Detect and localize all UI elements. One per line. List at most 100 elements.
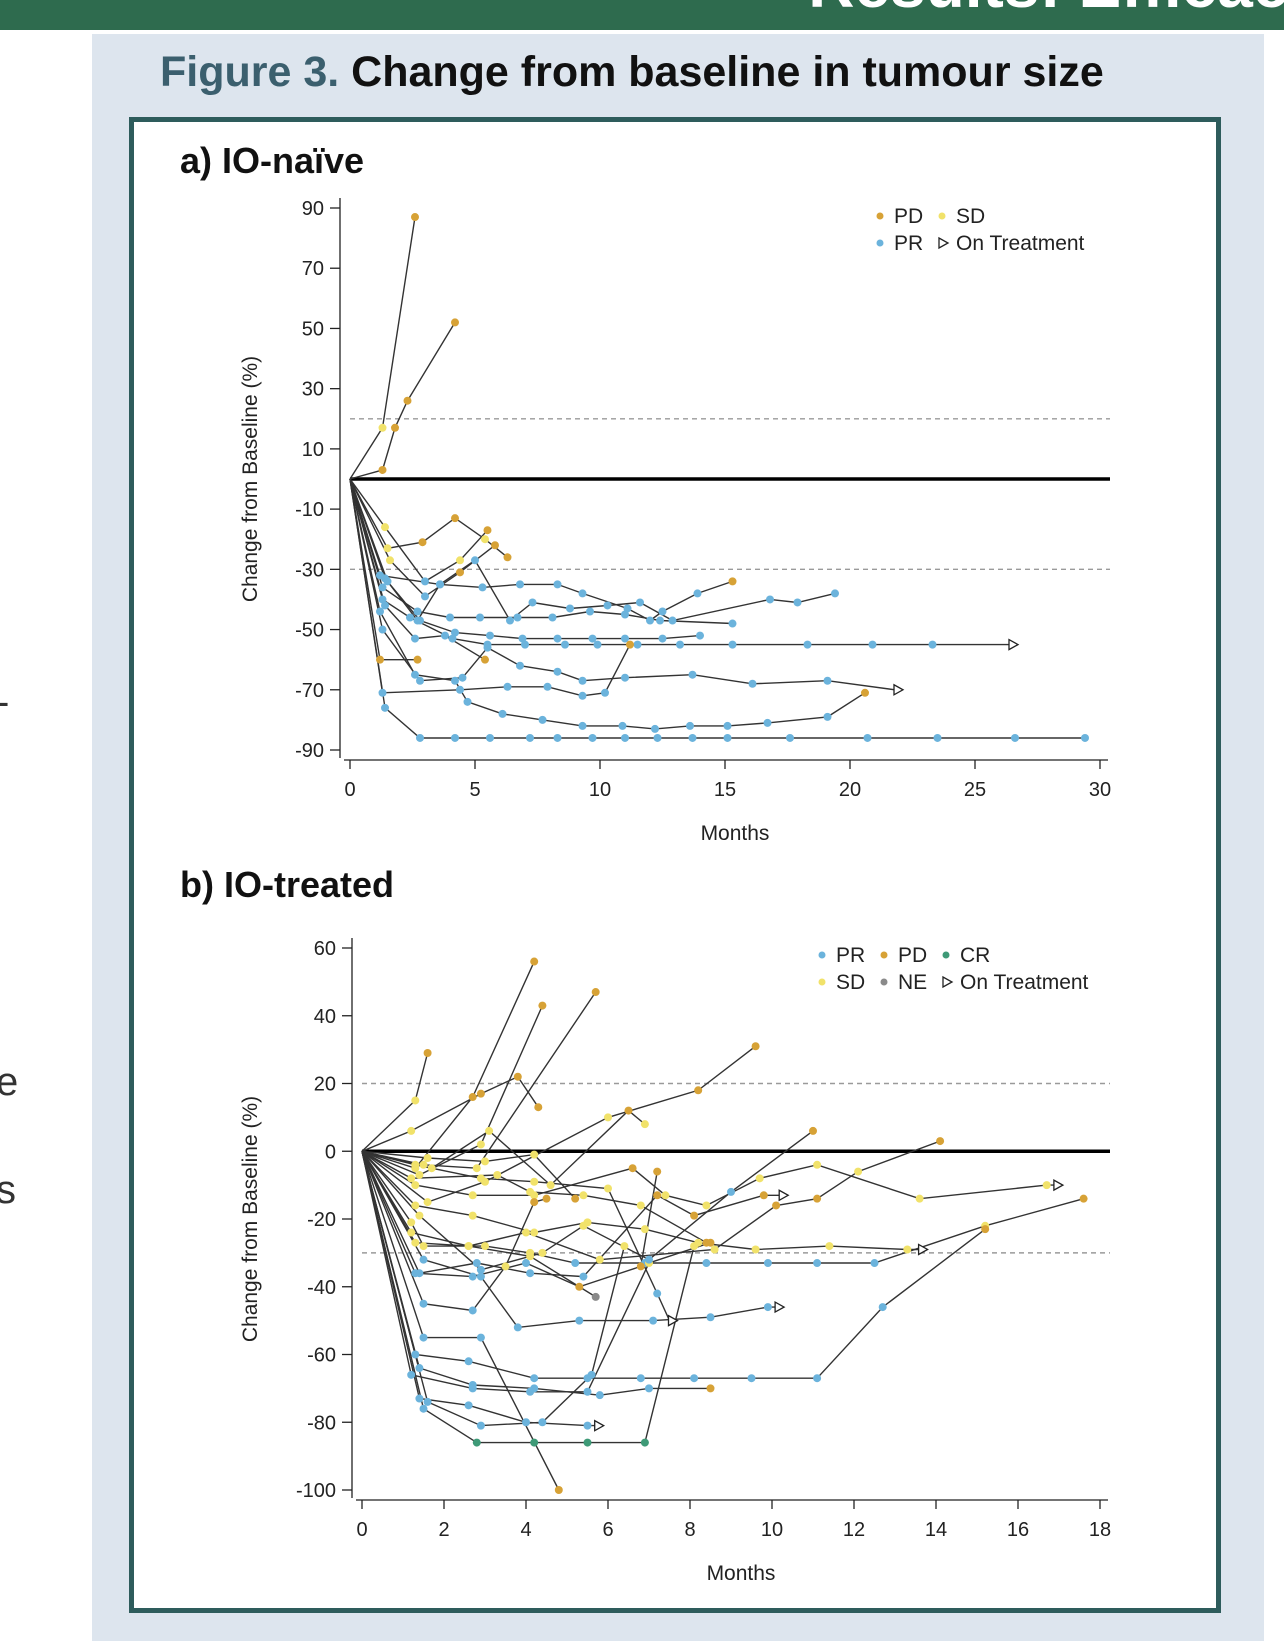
chart2-point-pr-12-2 xyxy=(476,1272,485,1281)
chart1-point-pr-5-5 xyxy=(553,580,562,589)
chart1-point-pr-8-13 xyxy=(928,640,937,649)
chart2-point-pr-8-5 xyxy=(571,1259,580,1268)
chart1-point-pr-14-2 xyxy=(416,733,424,742)
chart1-point-pr-15-3 xyxy=(436,580,444,589)
chart2-x-tick-label-5: 10 xyxy=(761,1519,783,1541)
chart1-point-pr-13-4 xyxy=(483,643,492,652)
chart2-point-pd-26-7 xyxy=(813,1194,822,1203)
chart1-y-axis-title: Change from Baseline (%) xyxy=(239,356,262,602)
chart1-point-pd-11-14 xyxy=(861,688,869,697)
chart1-y-tick-label-2: 50 xyxy=(302,318,324,340)
chart1-point-pr-11-2 xyxy=(411,670,419,679)
chart1-point-pr-6-10 xyxy=(696,631,704,640)
chart1-point-pr-12-1 xyxy=(378,688,387,697)
chart1-point-pr-14-5 xyxy=(526,733,534,742)
chart2-point-pr-18-1 xyxy=(423,1397,432,1406)
chart2-point-sd-25-5 xyxy=(640,1120,649,1129)
chart1-point-pr-2-2 xyxy=(421,577,429,586)
chart2-point-pd-10-5 xyxy=(636,1262,645,1271)
chart2-point-pr-8-10 xyxy=(870,1259,879,1268)
chart1-point-pr-15-12 xyxy=(793,598,802,607)
chart2-point-sd-26-2 xyxy=(464,1242,473,1251)
chart1-point-pd-3-3 xyxy=(451,514,459,523)
chart2-point-pd-5-4 xyxy=(571,1194,580,1203)
chart2-point-pr-22-2 xyxy=(476,1265,485,1274)
chart2-point-pd-0-2 xyxy=(423,1049,432,1058)
chart1-legend-label-3: On Treatment xyxy=(956,232,1085,255)
chart2-point-sd-5-3 xyxy=(530,1150,539,1159)
chart2-x-tick-label-0: 0 xyxy=(356,1519,367,1541)
chart2-point-pd-3-3 xyxy=(591,988,600,997)
chart1-point-pd-12-7 xyxy=(626,640,634,649)
chart1-point-pr-9-1 xyxy=(381,601,389,610)
chart1-series-line-0 xyxy=(349,216,416,480)
chart1-point-pd-0-2 xyxy=(411,213,419,222)
chart2-point-sd-7-8 xyxy=(825,1242,834,1251)
chart2-point-sd-6-2 xyxy=(468,1191,477,1200)
chart1-point-pd-9-4 xyxy=(481,655,489,664)
chart1-point-pr-6-5 xyxy=(518,634,527,643)
chart1-point-pr-14-9 xyxy=(653,733,662,742)
chart2-point-pr-11-1 xyxy=(419,1299,428,1308)
chart1-point-pr-13-10 xyxy=(748,679,757,688)
edge-glyph-2: e xyxy=(0,1060,19,1104)
header-title: Results: Efficacy xyxy=(808,0,1284,22)
chart2-legend-ne-dot xyxy=(880,978,888,986)
chart2-point-sd-18-5 xyxy=(620,1242,629,1251)
chart1-panel-label: a) IO-naïve xyxy=(180,140,364,181)
chart1-point-pd-1-3 xyxy=(403,396,412,405)
chart2-point-pr-14-5 xyxy=(645,1384,653,1393)
chart2-point-sd-20-4 xyxy=(604,1184,612,1193)
chart2-point-pr-15-8 xyxy=(813,1374,822,1383)
chart1-point-pr-14-4 xyxy=(486,733,494,742)
chart2-point-sd-7-5 xyxy=(640,1225,649,1234)
chart2-point-pr-12-4 xyxy=(575,1316,584,1325)
chart2-series-line-13 xyxy=(361,1151,560,1491)
chart2-point-pr-8-7 xyxy=(702,1259,711,1268)
chart1-point-pd-1-4 xyxy=(451,318,459,327)
chart1-point-pr-11-5 xyxy=(498,709,507,718)
chart1-series-line-6 xyxy=(349,478,701,640)
chart2-point-cr-19-5 xyxy=(640,1438,649,1447)
chart2-series-line-26 xyxy=(361,1140,941,1261)
chart2-point-pr-8-9 xyxy=(813,1259,822,1268)
chart2-point-pr-15-9 xyxy=(878,1303,887,1312)
chart2-legend-label-2: CR xyxy=(960,944,990,967)
chart1-point-pr-14-7 xyxy=(588,733,597,742)
figure-caption: Change from baseline in tumour size xyxy=(351,48,1104,96)
chart2-point-pd-4-2 xyxy=(476,1089,485,1098)
chart2-point-pr-14-4 xyxy=(595,1391,604,1400)
chart2-point-pd-22-7 xyxy=(809,1126,817,1135)
chart2-point-pd-9-7 xyxy=(759,1191,768,1200)
chart1-point-pr-13-5 xyxy=(516,661,524,670)
chart2-point-pr-15-5 xyxy=(636,1374,645,1383)
chart2-point-pr-18-4 xyxy=(587,1370,596,1379)
chart1-y-tick-label-8: -70 xyxy=(295,680,324,702)
chart1-point-pr-11-12 xyxy=(763,718,772,727)
chart2-point-sd-24-2 xyxy=(481,1177,489,1186)
chart2-point-pr-17-1 xyxy=(415,1394,424,1403)
chart1-point-pr-11-1 xyxy=(376,607,384,616)
chart1-point-pr-15-13 xyxy=(831,589,839,598)
chart2-point-pr-14-1 xyxy=(415,1364,424,1373)
chart2-point-sd-24-3 xyxy=(604,1113,612,1122)
edge-glyph-3: s xyxy=(0,1168,16,1212)
chart1-on-treatment-marker-8-14 xyxy=(1008,638,1020,651)
chart2-point-sd-2-2 xyxy=(476,1140,485,1149)
chart2-point-pr-12-7 xyxy=(763,1303,772,1312)
chart2-point-pd-11-4 xyxy=(530,1198,539,1207)
chart1-y-tick-label-9: -90 xyxy=(295,740,324,762)
chart2-point-sd-7-2 xyxy=(468,1211,477,1220)
chart2-point-pr-22-6 xyxy=(727,1187,735,1196)
chart2-series-line-1 xyxy=(361,961,535,1170)
chart2-point-sd-7-3 xyxy=(530,1228,539,1237)
chart1-series-line-1 xyxy=(349,322,456,480)
chart2-point-sd-21-3 xyxy=(526,1187,535,1196)
chart2-point-pr-13-2 xyxy=(476,1333,485,1342)
chart1-x-tick-label-3: 15 xyxy=(714,779,736,801)
chart2-y-tick-label-3: 0 xyxy=(325,1141,336,1163)
chart1-point-pr-15-4 xyxy=(471,556,479,565)
chart2-point-pr-17-3 xyxy=(522,1418,530,1427)
chart2-y-tick-label-2: 20 xyxy=(314,1074,336,1096)
